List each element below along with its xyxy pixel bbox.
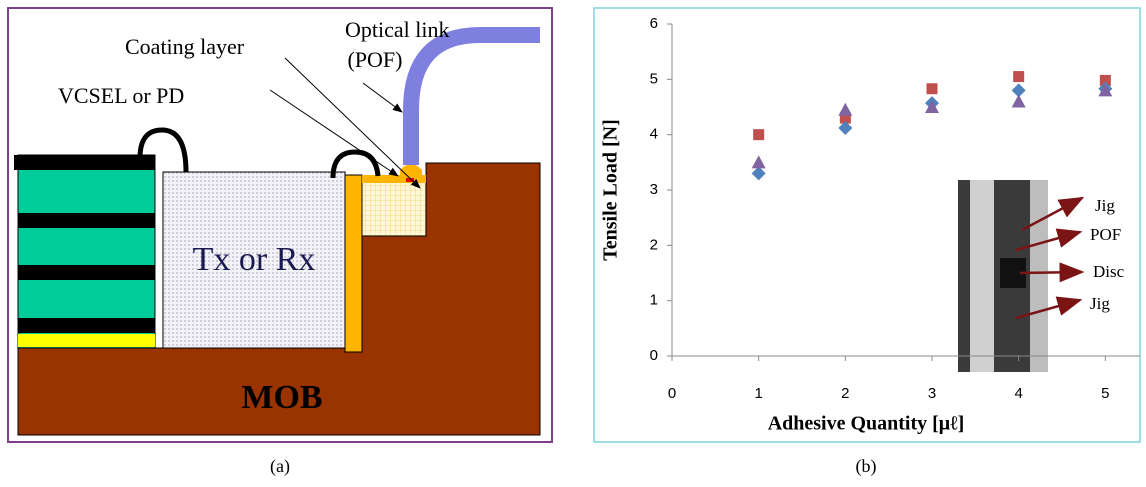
annotation: Jig [1095,196,1115,215]
label: VCSEL or PD [58,83,184,108]
annotation: Disc [1093,262,1125,281]
point [838,121,853,136]
x-tick-label: 5 [1101,385,1109,402]
x-tick-label: 3 [928,385,936,402]
point [751,166,766,181]
x-tick-label: 0 [668,385,676,402]
point [1098,83,1113,97]
y-tick-label: 5 [650,70,658,87]
x-axis-title: Adhesive Quantity [μℓ] [768,413,965,435]
fiber [403,27,540,165]
caption: (b) [856,456,877,477]
label: Tx or Rx [193,241,316,278]
point [1013,71,1025,83]
annotation-arrow [1021,196,1085,232]
annotation: Jig [1090,294,1110,313]
y-tick-label: 0 [650,347,658,364]
point [1011,94,1026,108]
arrow [284,57,421,189]
x-tick-label: 1 [754,385,762,402]
point [1011,83,1026,98]
y-tick-label: 4 [650,126,658,143]
x-tick-label: 4 [1014,385,1022,402]
coating-bump [400,164,422,180]
x-tick-label: 2 [841,385,849,402]
y-tick-label: 6 [650,15,658,32]
coating-top [362,175,426,183]
coating-wall [344,174,363,353]
arrow [269,89,399,177]
annotation-arrow [1019,262,1085,283]
caption: (a) [270,456,290,477]
label: Coating layer [125,34,245,59]
wire [137,127,189,173]
point [1099,74,1111,86]
point [751,155,766,169]
label: (POF) [347,47,402,72]
wire [330,149,381,179]
arrow [362,82,403,113]
point [753,129,765,141]
label: MOB [241,379,322,416]
y-axis-title: Tensile Load [N] [600,119,622,261]
point [926,83,938,95]
point [839,112,851,124]
vcsel [361,181,427,237]
point [838,102,853,116]
y-tick-label: 3 [650,181,658,198]
y-tick-label: 1 [650,292,658,309]
stack [14,154,156,349]
inset-photo [958,180,1048,372]
annotation-arrow [1015,228,1083,252]
annotation-arrow [1015,296,1083,320]
panel-b-frame [593,7,1141,443]
annotation: POF [1090,225,1121,244]
point [925,100,939,113]
emitter [406,178,414,182]
label: Optical link [345,17,449,42]
y-tick-label: 2 [650,236,658,253]
